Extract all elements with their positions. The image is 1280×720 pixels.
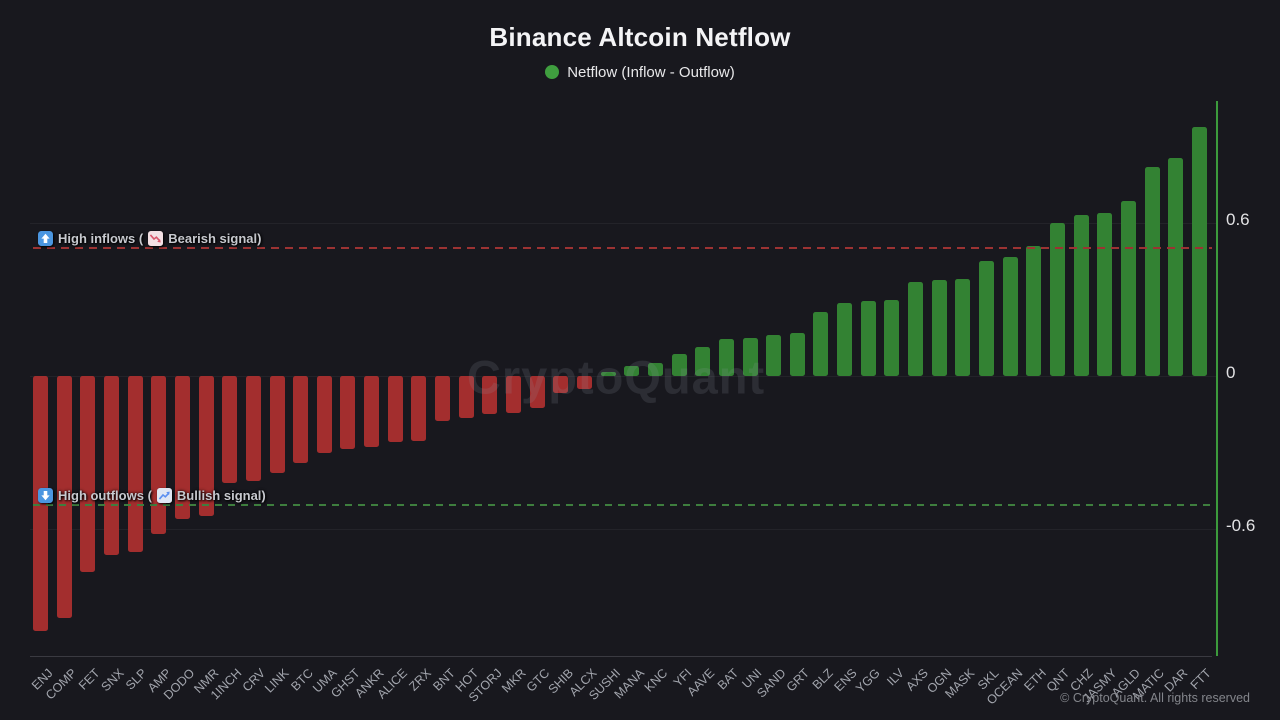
bar-DODO[interactable] — [174, 376, 190, 519]
up-arrow-icon — [38, 231, 53, 246]
x-tick-label-CRV: CRV — [239, 666, 269, 695]
y-gridline — [30, 376, 1216, 377]
bar-SLP[interactable] — [127, 376, 143, 552]
chart-title: Binance Altcoin Netflow — [489, 22, 791, 52]
bar-GRT[interactable] — [789, 332, 805, 376]
bar-GTC[interactable] — [529, 376, 545, 408]
y-gridline — [30, 223, 1216, 224]
bar-YFI[interactable] — [671, 354, 687, 376]
legend[interactable]: Netflow (Inflow - Outflow) — [0, 62, 1280, 82]
bar-ZRX[interactable] — [411, 376, 427, 442]
bar-ENS[interactable] — [837, 303, 853, 376]
y-tick-label: -0.6 — [1226, 516, 1256, 535]
bar-ETH[interactable] — [1026, 245, 1042, 376]
bar-OCEAN[interactable] — [1002, 257, 1018, 376]
bar-BAT[interactable] — [718, 339, 734, 376]
chart-decreasing-icon — [148, 231, 164, 246]
chart-increasing-icon — [156, 488, 172, 503]
bar-BTC[interactable] — [293, 376, 309, 463]
high-outflow-threshold-line — [33, 504, 1212, 506]
x-tick-label-GTC: GTC — [523, 666, 553, 695]
high-inflows-annotation: High inflows ( Bearish signal) — [38, 231, 261, 246]
copyright-notice: © CryptoQuant. All rights reserved — [1060, 691, 1250, 705]
x-tick-label-BNT: BNT — [429, 666, 458, 694]
bar-OGN[interactable] — [931, 280, 947, 376]
bar-ALCX[interactable] — [576, 376, 592, 389]
x-tick-label-LINK: LINK — [262, 666, 292, 696]
legend-label: Netflow (Inflow - Outflow) — [567, 63, 735, 81]
bar-HOT[interactable] — [458, 376, 474, 419]
bar-SUSHI[interactable] — [600, 372, 616, 376]
x-tick-label-BTC: BTC — [287, 666, 316, 694]
x-tick-label-ZRX: ZRX — [406, 666, 434, 694]
x-tick-label-MKR: MKR — [498, 666, 529, 696]
bar-COMP[interactable] — [56, 376, 72, 619]
bar-AXS[interactable] — [908, 281, 924, 376]
x-tick-label-KNC: KNC — [641, 666, 671, 695]
high-inflows-label: High inflows ( — [58, 231, 144, 246]
x-tick-label-AXS: AXS — [902, 666, 931, 694]
bar-SKL[interactable] — [979, 261, 994, 376]
y-axis-line — [1216, 101, 1218, 656]
bar-AMP[interactable] — [151, 376, 167, 535]
bar-CRV[interactable] — [245, 376, 261, 481]
bar-NMR[interactable] — [198, 376, 214, 517]
bar-ILV[interactable] — [884, 299, 900, 376]
x-tick-label-BLZ: BLZ — [809, 666, 836, 693]
bar-AGLD[interactable] — [1120, 201, 1136, 376]
bar-SNX[interactable] — [103, 376, 119, 555]
bar-STORJ[interactable] — [482, 376, 498, 415]
bar-KNC[interactable] — [647, 363, 663, 376]
bar-GHST[interactable] — [340, 376, 356, 449]
bar-DAR[interactable] — [1168, 157, 1184, 376]
y-gridline — [30, 529, 1216, 530]
bearish-signal-label: Bearish signal) — [168, 231, 262, 246]
x-tick-label-ETH: ETH — [1021, 666, 1049, 694]
bar-MANA[interactable] — [624, 365, 640, 376]
bar-MASK[interactable] — [955, 279, 971, 376]
cryptoquant-watermark: CryptoQuant — [466, 350, 766, 404]
down-arrow-icon — [38, 488, 53, 503]
x-axis-line — [30, 656, 1212, 657]
high-inflow-threshold-line — [33, 247, 1212, 249]
x-tick-label-BAT: BAT — [714, 666, 742, 693]
bar-UNI[interactable] — [742, 337, 758, 376]
bar-LINK[interactable] — [269, 376, 285, 473]
bar-ANKR[interactable] — [364, 376, 380, 448]
x-tick-label-YGG: YGG — [853, 666, 884, 696]
bar-SHIB[interactable] — [553, 376, 569, 393]
legend-dot-icon — [545, 65, 560, 79]
x-tick-label-SNX: SNX — [98, 666, 127, 695]
bar-BLZ[interactable] — [813, 312, 829, 376]
bullish-signal-label: Bullish signal) — [176, 488, 266, 503]
bar-FET[interactable] — [80, 376, 96, 573]
bar-1INCH[interactable] — [222, 376, 238, 484]
bar-SAND[interactable] — [766, 335, 782, 376]
bar-FTT[interactable] — [1191, 127, 1207, 376]
high-outflows-annotation: High outflows ( Bullish signal) — [38, 488, 266, 503]
bar-AAVE[interactable] — [695, 346, 711, 376]
bar-ENJ[interactable] — [33, 376, 48, 631]
x-tick-label-FET: FET — [76, 666, 103, 693]
x-tick-label-GRT: GRT — [783, 666, 813, 695]
bar-JASMY[interactable] — [1097, 212, 1113, 376]
y-tick-label: 0.6 — [1226, 210, 1250, 229]
y-tick-label: 0 — [1226, 363, 1236, 382]
bar-UMA[interactable] — [316, 376, 332, 453]
bar-MATIC[interactable] — [1144, 166, 1160, 376]
bar-YGG[interactable] — [860, 300, 876, 376]
bar-QNT[interactable] — [1049, 223, 1065, 376]
x-tick-label-ENS: ENS — [831, 666, 860, 695]
x-tick-label-SLP: SLP — [123, 666, 151, 693]
x-tick-label-ILV: ILV — [884, 666, 907, 689]
bar-ALICE[interactable] — [387, 376, 403, 443]
bar-MKR[interactable] — [506, 376, 521, 413]
high-outflows-label: High outflows ( — [58, 488, 152, 503]
bar-BNT[interactable] — [435, 376, 451, 421]
bar-CHZ[interactable] — [1073, 215, 1089, 376]
x-tick-label-FTT: FTT — [1188, 666, 1215, 693]
